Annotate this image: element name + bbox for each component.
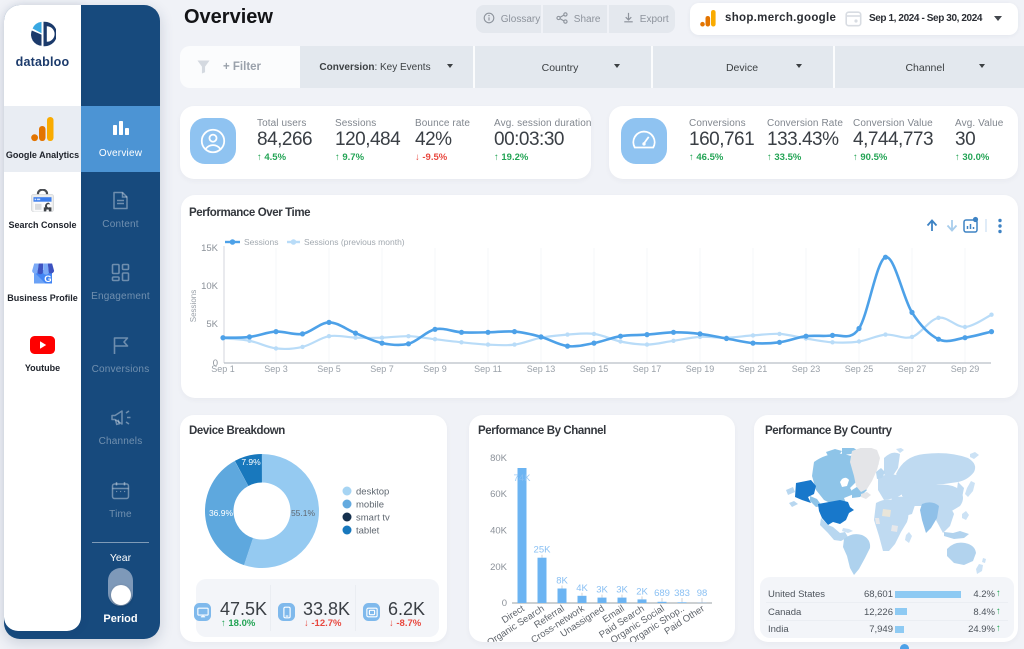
svg-text:5K: 5K	[206, 319, 218, 330]
svg-text:Sep 27: Sep 27	[898, 364, 927, 374]
svg-text:0: 0	[502, 598, 507, 609]
svg-text:40K: 40K	[490, 526, 508, 537]
svg-text:60K: 60K	[490, 489, 508, 500]
svg-text:0: 0	[213, 358, 218, 369]
svg-text:15K: 15K	[201, 243, 219, 254]
svg-text:55.1%: 55.1%	[291, 508, 316, 518]
svg-text:Sep 21: Sep 21	[739, 364, 768, 374]
svg-text:4K: 4K	[576, 583, 588, 594]
svg-text:80K: 80K	[490, 453, 508, 464]
svg-text:3K: 3K	[616, 585, 628, 596]
svg-text:3K: 3K	[596, 585, 608, 596]
svg-text:Sep 13: Sep 13	[527, 364, 556, 374]
svg-text:74K: 74K	[514, 473, 532, 484]
svg-text:tablet: tablet	[356, 526, 380, 537]
svg-text:smart tv: smart tv	[356, 513, 390, 524]
svg-text:Sep 17: Sep 17	[633, 364, 662, 374]
svg-text:25K: 25K	[534, 545, 552, 556]
svg-text:10K: 10K	[201, 281, 219, 292]
svg-text:G: G	[44, 274, 51, 285]
svg-text:2K: 2K	[636, 586, 648, 597]
svg-text:Sep 29: Sep 29	[951, 364, 980, 374]
svg-text:383: 383	[674, 588, 690, 599]
svg-text:mobile: mobile	[356, 500, 384, 511]
svg-text:Sep 9: Sep 9	[423, 364, 447, 374]
svg-text:Sep 25: Sep 25	[845, 364, 874, 374]
svg-text:Sep 15: Sep 15	[580, 364, 609, 374]
svg-text:Sep 7: Sep 7	[370, 364, 394, 374]
svg-text:7.9%: 7.9%	[241, 457, 261, 467]
svg-text:Sep 5: Sep 5	[317, 364, 341, 374]
svg-text:36.9%: 36.9%	[209, 508, 234, 518]
svg-text:Sep 19: Sep 19	[686, 364, 715, 374]
svg-text:Sessions: Sessions	[244, 237, 279, 247]
svg-text:Sep 11: Sep 11	[474, 364, 502, 374]
svg-text:Sep 3: Sep 3	[264, 364, 288, 374]
svg-text:desktop: desktop	[356, 487, 389, 498]
svg-text:689: 689	[654, 588, 670, 599]
svg-text:8K: 8K	[556, 576, 568, 587]
svg-text:Sessions (previous month): Sessions (previous month)	[304, 237, 405, 247]
svg-text:Sep 1: Sep 1	[211, 364, 235, 374]
svg-text:98: 98	[697, 588, 708, 599]
svg-text:Sep 23: Sep 23	[792, 364, 821, 374]
svg-text:Sessions: Sessions	[189, 290, 198, 322]
svg-text:20K: 20K	[490, 562, 508, 573]
